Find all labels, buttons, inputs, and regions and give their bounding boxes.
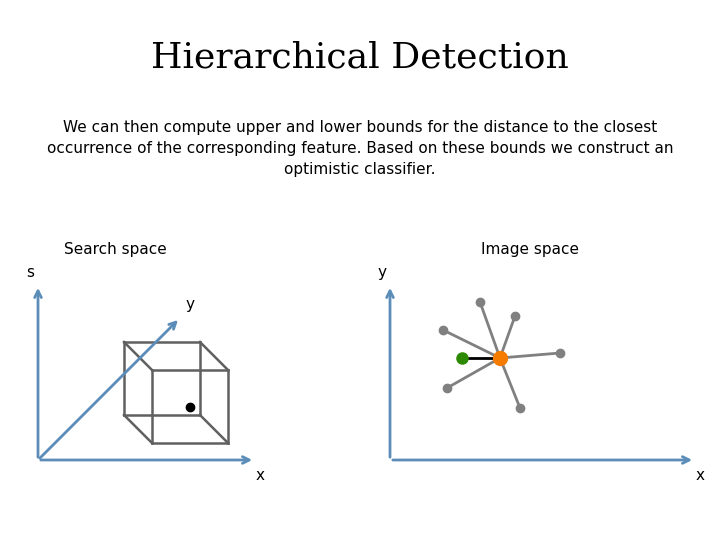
Text: Search space: Search space	[63, 242, 166, 257]
Text: We can then compute upper and lower bounds for the distance to the closest
occur: We can then compute upper and lower boun…	[47, 120, 673, 177]
Text: s: s	[26, 265, 34, 280]
Text: x: x	[696, 468, 704, 483]
Text: y: y	[377, 265, 387, 280]
Text: Image space: Image space	[481, 242, 579, 257]
Text: Hierarchical Detection: Hierarchical Detection	[151, 40, 569, 74]
Text: y: y	[185, 297, 194, 312]
Text: x: x	[256, 468, 264, 483]
